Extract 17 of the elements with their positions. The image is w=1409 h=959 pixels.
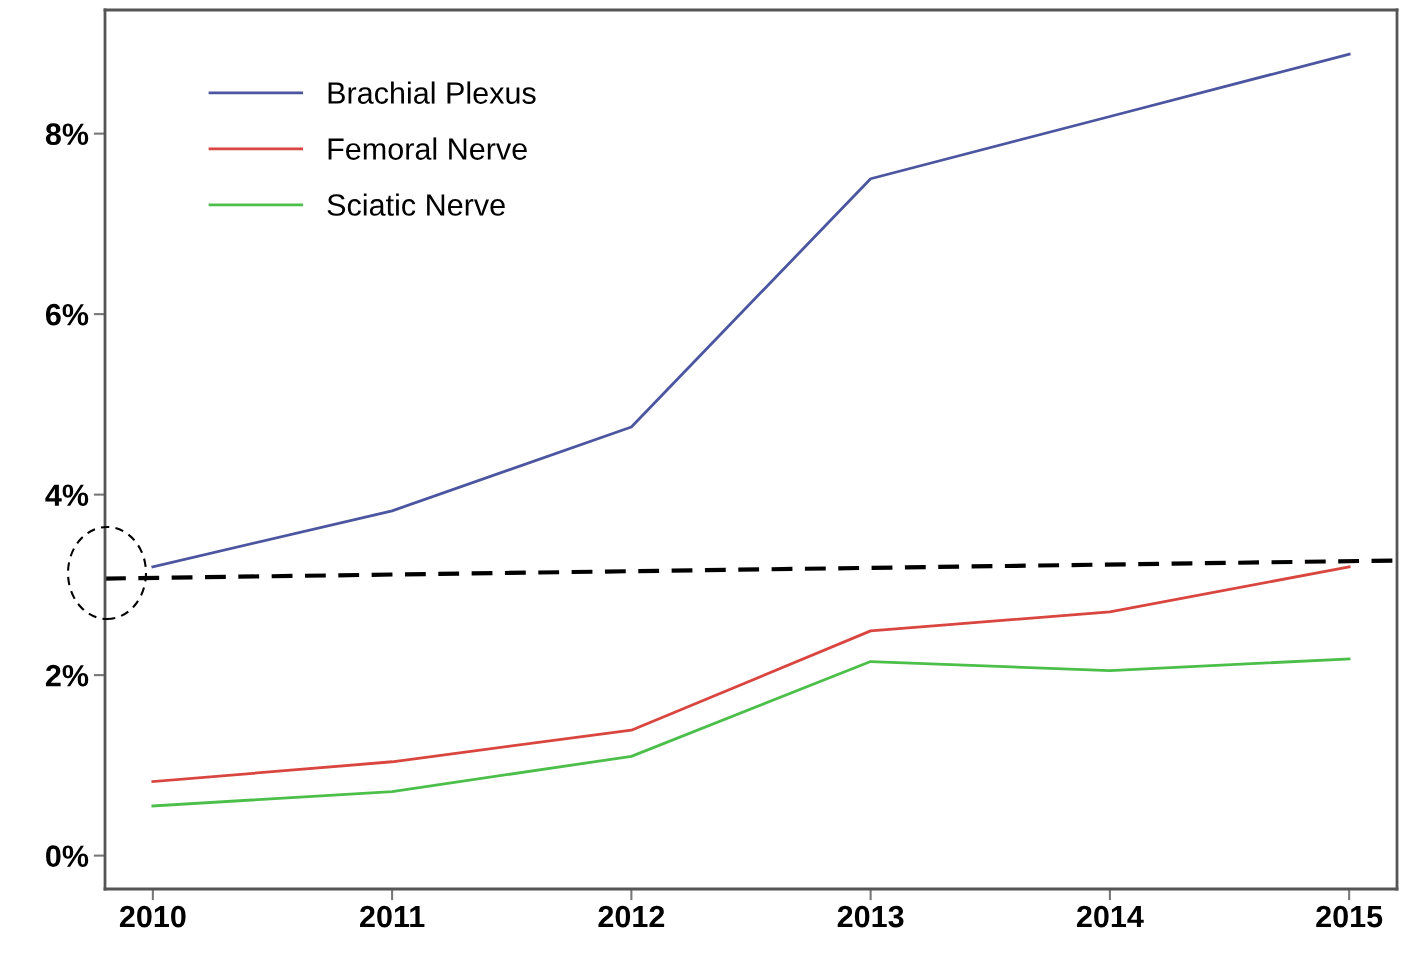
y-tick-label: 0% [46,845,89,867]
legend-label: Femoral Nerve [328,137,527,160]
legend-label: Brachial Plexus [328,81,536,104]
x-tick-label: 2012 [598,905,665,928]
line-series [151,657,1351,808]
y-tick-label: 2% [45,664,89,687]
y-tick-label: 4% [45,484,89,506]
x-tick-label: 2014 [1076,905,1144,928]
x-tick-label: 2011 [360,905,425,928]
legend-label: Sciatic Nerve [327,193,505,216]
x-tick-label: 2013 [837,905,904,928]
line-series [151,52,1351,569]
x-tick-label: 2015 [1316,905,1383,928]
x-tick-label: 2010 [119,905,186,928]
line-series [151,565,1351,783]
y-tick-label: 8% [45,123,89,146]
y-tick-label: 6% [45,303,89,326]
